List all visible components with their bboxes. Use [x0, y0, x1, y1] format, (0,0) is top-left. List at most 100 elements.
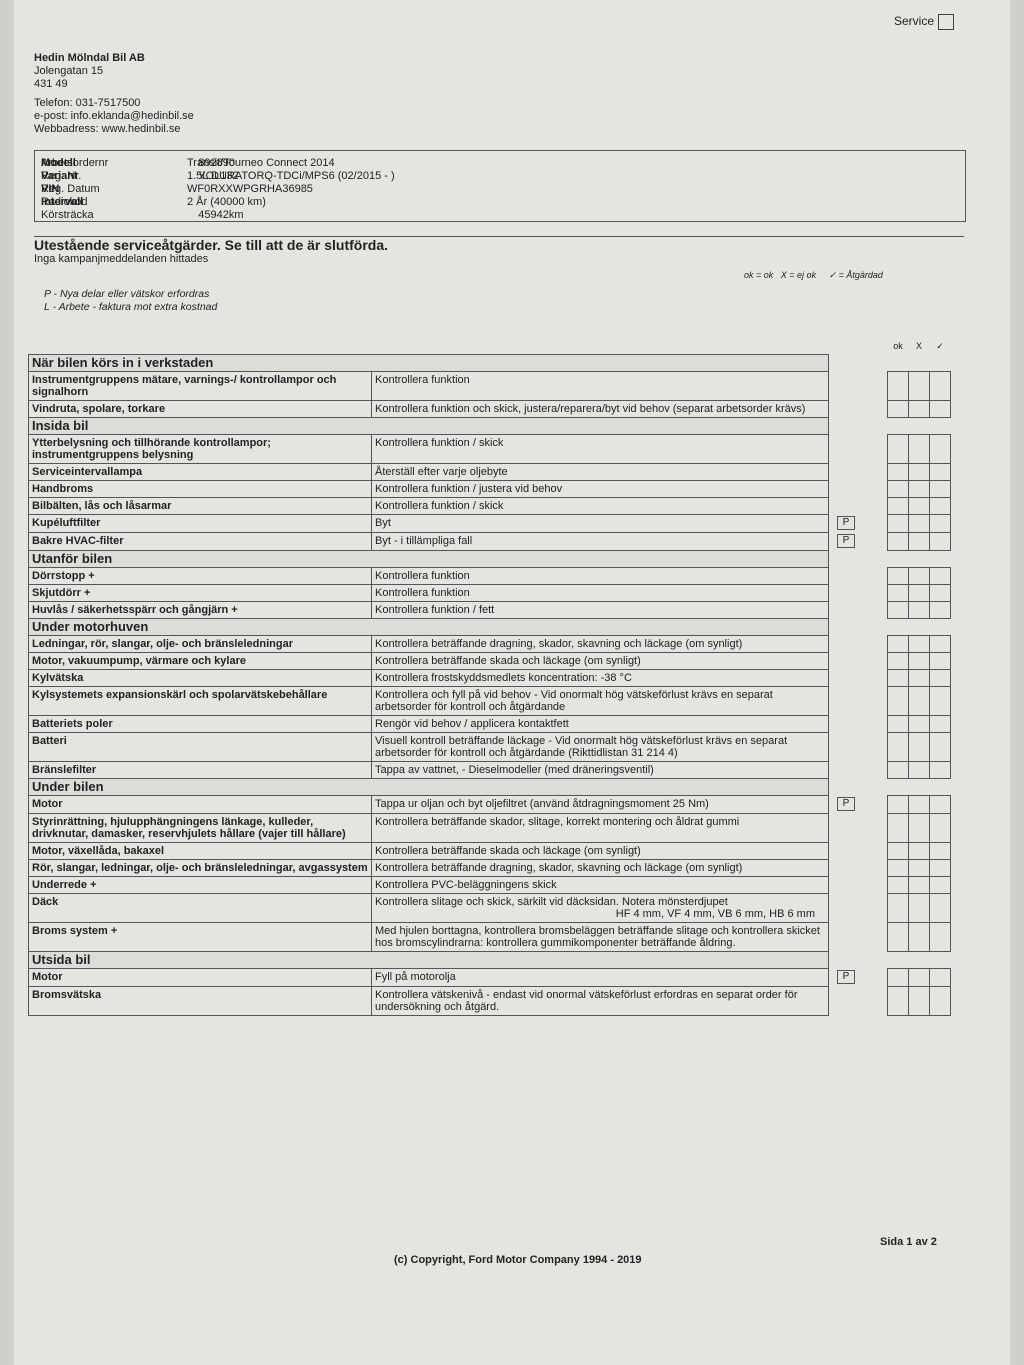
spacer — [829, 951, 951, 968]
item-row: Motor Fyll på motorolja P — [28, 967, 951, 987]
item-label: Broms system + — [28, 921, 372, 952]
order-row: Reg. Datum — [41, 183, 334, 196]
check-box — [887, 714, 909, 733]
order-value: YOL132 — [198, 170, 239, 182]
check-box — [908, 967, 930, 987]
section-row: Utanför bilen — [28, 549, 951, 568]
item-action: Kontrollera funktion / fett — [371, 600, 829, 619]
item-row: Bromsvätska Kontrollera vätskenivå - enda… — [28, 985, 951, 1016]
vehicle-value: WF0RXXWPGRHA36985 — [187, 183, 313, 195]
check-box — [887, 433, 909, 464]
item-row: Instrumentgruppens mätare, varnings-/ ko… — [28, 370, 951, 401]
action-text: Fyll på motorolja — [375, 970, 456, 983]
action-text: Kontrollera beträffande skada och läckag… — [375, 654, 641, 667]
check-box — [908, 685, 930, 716]
item-action: Kontrollera frostskyddsmedlets koncentra… — [371, 668, 829, 687]
legend-l: L - Arbete - faktura mot extra kostnad — [44, 301, 218, 313]
gap — [863, 732, 888, 761]
item-action: Kontrollera och fyll på vid behov - Vid … — [371, 685, 829, 716]
service-label: Service — [893, 14, 934, 29]
action-text: Kontrollera beträffande skador, slitage,… — [375, 815, 740, 828]
dealer-street: Jolengatan 15 — [34, 65, 104, 77]
gap — [863, 795, 888, 813]
vehicle-value: Transit/Tourneo Connect 2014 — [187, 157, 335, 169]
vehicle-row: Intervall 2 År (40000 km) — [41, 196, 401, 209]
check-box — [908, 714, 930, 733]
flag-cell — [829, 567, 864, 584]
check-box — [887, 812, 909, 843]
check-box — [908, 433, 930, 464]
check-box — [908, 794, 930, 814]
action-text: Visuell kontroll beträffande läckage - V… — [375, 734, 788, 759]
check-box — [908, 496, 930, 515]
flag-cell — [829, 480, 864, 497]
check-box — [929, 812, 951, 843]
gap — [863, 813, 888, 842]
gap — [863, 876, 888, 893]
gap — [863, 434, 888, 463]
item-action: Kontrollera funktion — [371, 370, 829, 401]
check-box — [929, 566, 951, 585]
action-text: Kontrollera funktion — [375, 373, 470, 386]
flag-cell — [829, 686, 864, 715]
action-text: Med hjulen borttagna, kontrollera bromsb… — [375, 924, 820, 949]
order-label: Reg. Nr. — [41, 170, 82, 182]
item-label: Ledningar, rör, slangar, olje- och bräns… — [28, 634, 372, 653]
item-label: Batteri — [28, 731, 372, 762]
vehicle-box: Modell Transit/Tourneo Connect 2014 Varian… — [34, 150, 966, 222]
vehicle-label: Modell — [41, 157, 76, 169]
check-box — [908, 858, 930, 877]
flag-cell — [829, 986, 864, 1015]
check-box — [887, 513, 909, 533]
flag-cell: P — [829, 532, 864, 550]
check-box — [887, 841, 909, 860]
section-row: Under motorhuven — [28, 617, 951, 636]
item-row: Bakre HVAC-filter Byt - i tillämpliga fal… — [28, 531, 951, 551]
action-text: Kontrollera vätskenivå - endast vid onor… — [375, 988, 798, 1013]
check-box — [887, 583, 909, 602]
item-label: Rör, slangar, ledningar, olje- och bräns… — [28, 858, 372, 877]
section-row: Utsida bil — [28, 950, 951, 969]
tread-depth: HF 4 mm, VF 4 mm, VB 6 mm, HB 6 mm — [615, 907, 815, 920]
item-action: Kontrollera beträffande dragning, skador… — [371, 858, 829, 877]
flag-cell — [829, 400, 864, 417]
item-action: Rengör vid behov / applicera kontaktfett — [371, 714, 829, 733]
gap — [863, 371, 888, 400]
check-box — [908, 731, 930, 762]
action-text: Kontrollera beträffande dragning, skador… — [375, 861, 743, 874]
flag-cell — [829, 371, 864, 400]
item-label: Kupéluftfilter — [28, 513, 372, 533]
item-action: Kontrollera funktion och skick, justera/… — [371, 399, 829, 418]
vehicle-value: 1.5L DURATORQ-TDCi/MPS6 (02/2015 - ) — [187, 170, 395, 182]
gap — [863, 859, 888, 876]
check-box — [929, 875, 951, 894]
check-box — [887, 600, 909, 619]
section-row: När bilen körs in i verkstaden — [28, 353, 951, 372]
item-row: Motor, vakuumpump, värmare och kylare Kon… — [28, 651, 951, 670]
flag-cell — [829, 434, 864, 463]
check-box — [929, 583, 951, 602]
item-action: Kontrollera slitage och skick, särkilt v… — [371, 892, 829, 923]
item-action: Kontrollera beträffande skador, slitage,… — [371, 812, 829, 843]
action-text: Rengör vid behov / applicera kontaktfett — [375, 717, 569, 730]
vehicle-label: Variant — [41, 170, 78, 182]
item-action: Byt - i tillämpliga fall — [371, 531, 829, 551]
gap — [863, 400, 888, 417]
dealer-web: Webbadress: www.hedinbil.se — [34, 123, 181, 135]
flag-cell: P — [829, 795, 864, 813]
item-action: Kontrollera funktion / skick — [371, 433, 829, 464]
spacer — [829, 550, 951, 567]
item-action: Tappa av vattnet, - Dieselmodeller (med … — [371, 760, 829, 779]
check-box — [887, 858, 909, 877]
order-row: Reg. Nr. YOL132 — [41, 170, 334, 183]
check-box — [887, 892, 909, 923]
check-box — [929, 462, 951, 481]
item-row: Styrinrättning, hjulupphängningens länka… — [28, 812, 951, 843]
flag-cell — [829, 859, 864, 876]
action-text: Byt - i tillämpliga fall — [375, 534, 473, 547]
vehicle-table: Modell Transit/Tourneo Connect 2014 Varian… — [41, 157, 401, 209]
action-text: Kontrollera frostskyddsmedlets koncentra… — [375, 671, 632, 684]
check-box — [908, 921, 930, 952]
flag-cell — [829, 635, 864, 652]
action-text: Kontrollera funktion / justera vid behov — [375, 482, 563, 495]
